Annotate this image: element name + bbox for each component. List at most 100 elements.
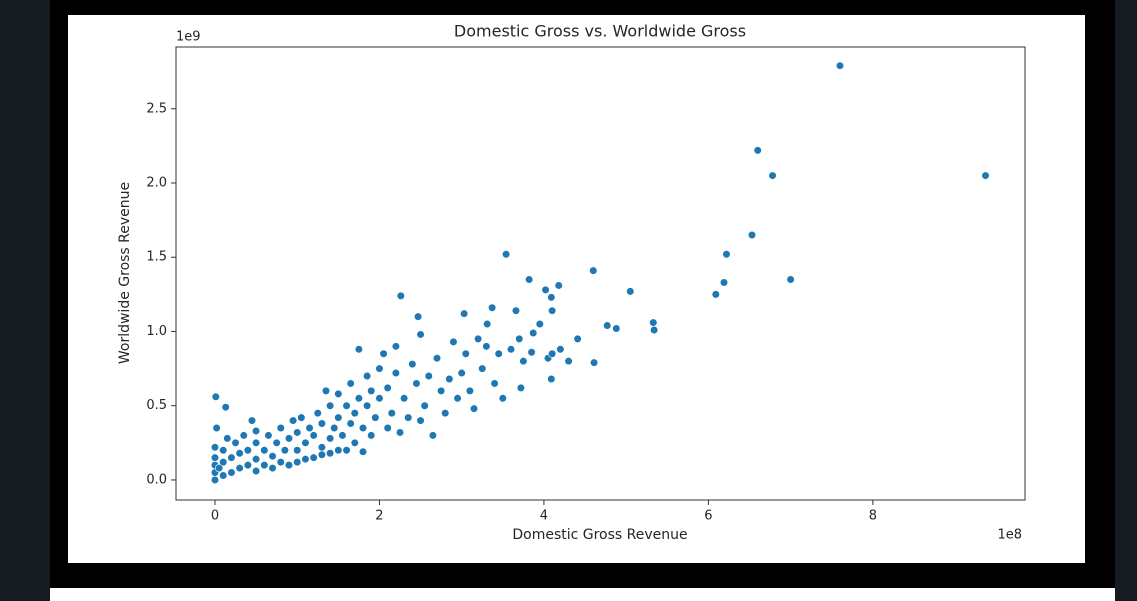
point (424, 371, 433, 381)
point (494, 349, 503, 358)
point (227, 468, 236, 477)
point (387, 409, 396, 418)
point (326, 449, 335, 458)
x-tick-label: 6 (704, 509, 712, 524)
point (556, 345, 565, 354)
point (212, 423, 221, 433)
point (548, 306, 557, 315)
figure (68, 15, 1085, 563)
point (313, 409, 322, 418)
point (367, 386, 376, 395)
point (268, 452, 277, 461)
point (268, 463, 277, 473)
point (498, 394, 507, 403)
point (276, 423, 285, 433)
point (835, 61, 845, 70)
point (519, 357, 528, 366)
x-tick-label: 2 (375, 509, 383, 524)
point (375, 394, 384, 403)
point (363, 401, 372, 410)
point (354, 345, 363, 354)
point (449, 337, 458, 346)
point (334, 413, 343, 422)
point (428, 431, 438, 440)
point (548, 349, 557, 358)
point (330, 423, 339, 433)
point (711, 290, 720, 299)
point (231, 438, 240, 447)
point (511, 306, 521, 315)
point (346, 419, 355, 428)
point (301, 455, 310, 464)
point (589, 358, 599, 367)
point (404, 413, 413, 422)
point (219, 458, 228, 467)
y-axis-label: Worldwide Gross Revenue (117, 182, 133, 364)
point (437, 386, 446, 395)
point (280, 446, 289, 455)
x-tick-label: 0 (211, 509, 219, 524)
point (396, 291, 405, 300)
point (219, 471, 228, 480)
point (747, 230, 757, 240)
point (251, 426, 261, 436)
point (488, 303, 497, 312)
point (460, 309, 469, 318)
point (358, 423, 368, 433)
point (461, 349, 470, 358)
point (547, 293, 556, 302)
point (441, 409, 450, 418)
point (317, 450, 326, 459)
point (391, 368, 400, 378)
point (358, 447, 368, 456)
right-strip (1115, 0, 1137, 601)
point (210, 443, 220, 452)
point (400, 394, 409, 403)
point (379, 349, 388, 358)
point (293, 446, 302, 455)
point (768, 171, 777, 180)
point (371, 413, 380, 422)
chart: Domestic Gross vs. Worldwide Gross Domes… (117, 22, 1026, 543)
chart-title: Domestic Gross vs. Worldwide Gross (454, 22, 746, 41)
point (375, 364, 384, 373)
point (626, 287, 635, 296)
point (221, 403, 230, 412)
point (573, 334, 582, 344)
point (612, 324, 621, 333)
y-tick-label: 0.5 (146, 398, 167, 413)
point (722, 250, 731, 259)
point (482, 342, 491, 351)
point (515, 334, 524, 344)
point (383, 423, 392, 433)
point (276, 458, 285, 467)
point (210, 453, 220, 462)
point (289, 416, 298, 425)
point (350, 409, 359, 418)
point (564, 357, 573, 366)
point (305, 423, 314, 433)
point (260, 446, 269, 455)
point (214, 463, 224, 473)
point (501, 250, 511, 259)
x-tick-label: 8 (869, 509, 877, 524)
point (338, 431, 347, 440)
point (309, 431, 318, 440)
point (317, 419, 326, 428)
point (247, 416, 257, 425)
point (251, 466, 261, 476)
point (786, 275, 795, 284)
point (753, 146, 762, 155)
y-tick-label: 0.0 (146, 472, 167, 487)
point (284, 434, 294, 443)
point (649, 318, 658, 327)
point (541, 285, 550, 295)
point (420, 401, 429, 410)
point (235, 463, 244, 473)
point (408, 360, 417, 369)
point (483, 319, 492, 329)
point (529, 328, 538, 338)
point (342, 446, 351, 455)
point (243, 446, 252, 455)
